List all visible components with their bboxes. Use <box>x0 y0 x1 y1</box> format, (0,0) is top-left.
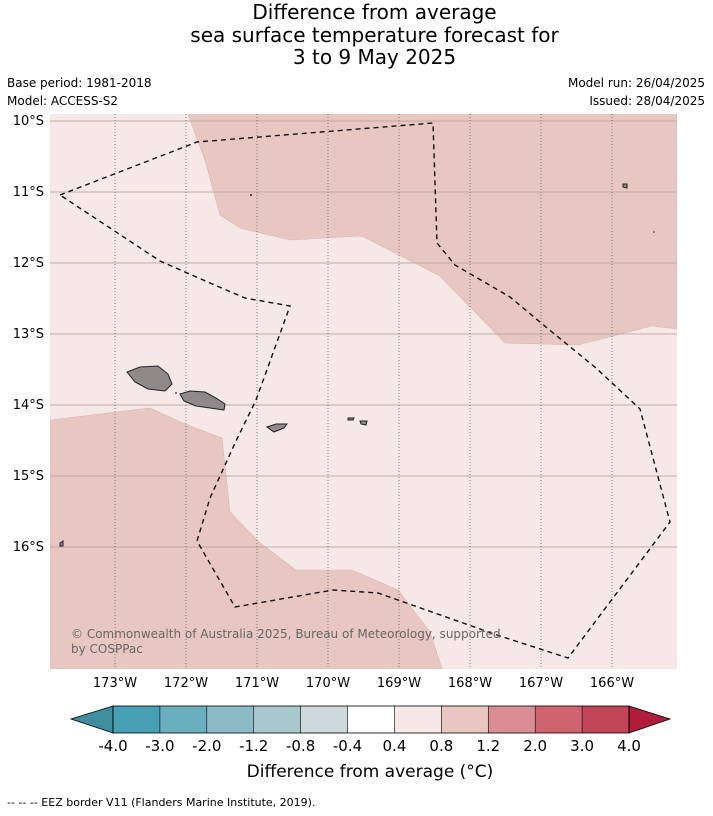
map-title: Difference from average sea surface temp… <box>0 1 713 69</box>
colorbar-ticks <box>112 706 630 733</box>
colorbar-segment <box>300 706 349 733</box>
lon-label-169w: 169°W <box>377 676 421 691</box>
small-islets <box>175 194 655 394</box>
lon-label-171w: 171°W <box>235 676 279 691</box>
colorbar-segment <box>159 706 208 733</box>
anomaly-region-southwest <box>50 407 443 669</box>
lat-label-16s: 16°S <box>13 540 44 555</box>
issued-text: Issued: 28/04/2025 <box>589 94 705 108</box>
island-tutuila <box>265 423 288 433</box>
base-period-text: Base period: 1981-2018 <box>7 76 152 90</box>
colorbar-segment <box>535 706 583 733</box>
meta-left: Base period: 1981-2018 Model: ACCESS-S2 <box>7 74 152 110</box>
lon-label-173w: 173°W <box>93 676 137 691</box>
colorbar-tick-label: 1.2 <box>476 737 500 755</box>
lat-label-13s: 13°S <box>13 327 44 342</box>
colorbar-segment <box>441 706 489 733</box>
colorbar-tick-label: -3.0 <box>145 737 174 755</box>
islet-dot <box>250 194 252 196</box>
lon-label-170w: 170°W <box>306 676 350 691</box>
model-run-text: Model run: 26/04/2025 <box>567 76 705 90</box>
colorbar-tick-label: -1.2 <box>239 737 268 755</box>
eez-borders <box>59 122 671 659</box>
credit-line-2: by COSPPac <box>71 642 143 656</box>
colorbar-segment <box>394 706 442 733</box>
colorbar-tick-label: -4.0 <box>98 737 127 755</box>
lon-label-172w: 172°W <box>164 676 208 691</box>
latitude-labels: 10°S 11°S 12°S 13°S 14°S 15°S 16°S <box>13 114 44 555</box>
lat-label-10s: 10°S <box>13 114 44 129</box>
latitude-gridlines <box>50 120 677 548</box>
colorbar-segment <box>206 706 255 733</box>
colorbar-segment <box>113 706 161 733</box>
island-savaii <box>126 365 173 392</box>
island-ofu <box>347 417 355 421</box>
colorbar-tick-label: 3.0 <box>570 737 594 755</box>
eez-legend-text: -- -- -- EEZ border V11 (Flanders Marine… <box>7 796 316 809</box>
colorbar-tick-label: 0.8 <box>429 737 453 755</box>
title-line-2: sea surface temperature forecast for <box>190 22 559 47</box>
eez-border-line <box>59 122 671 659</box>
island-swains <box>622 183 628 189</box>
lat-label-15s: 15°S <box>13 469 44 484</box>
map-area: © Commonwealth of Australia 2025, Bureau… <box>50 114 677 669</box>
longitude-gridlines <box>114 114 613 669</box>
colorbar-segment <box>253 706 302 733</box>
anomaly-region-northeast <box>187 114 677 346</box>
island-tau <box>359 420 368 426</box>
island-upolu <box>179 390 226 411</box>
islet-dot <box>653 231 655 233</box>
islet-dot <box>175 392 177 394</box>
colorbar-right-arrow <box>628 705 672 734</box>
colorbar-tick-labels: -4.0 -3.0 -2.0 -1.2 -0.8 -0.4 0.4 0.8 1.2 2.0 3.0 4… <box>98 737 641 755</box>
colorbar: -4.0 -3.0 -2.0 -1.2 -0.8 -0.4 0.4 0.8 1.2 2.0 3.0 4… <box>69 705 672 755</box>
colorbar-title: Difference from average (°C) <box>246 762 494 782</box>
colorbar-segment <box>582 706 630 733</box>
colorbar-tick-label: 0.4 <box>383 737 407 755</box>
colorbar-tick-label: -0.8 <box>286 737 315 755</box>
lon-label-166w: 166°W <box>590 676 634 691</box>
lon-label-167w: 167°W <box>519 676 563 691</box>
lat-label-14s: 14°S <box>13 398 44 413</box>
land-samoa-islands <box>59 183 628 547</box>
colorbar-tick-label: -0.4 <box>333 737 362 755</box>
island-sw-islet <box>59 540 64 547</box>
colorbar-tick-label: 4.0 <box>617 737 641 755</box>
longitude-labels: 173°W 172°W 171°W 170°W 169°W 168°W 167°… <box>93 676 634 691</box>
colorbar-tick-label: 2.0 <box>523 737 547 755</box>
credit-line-1: © Commonwealth of Australia 2025, Bureau… <box>71 627 501 641</box>
title-line-1: Difference from average <box>252 0 497 24</box>
lat-label-11s: 11°S <box>13 185 44 200</box>
colorbar-segment <box>488 706 536 733</box>
colorbar-tick-label: -2.0 <box>192 737 221 755</box>
colorbar-left-arrow <box>69 705 114 734</box>
lat-label-12s: 12°S <box>13 256 44 271</box>
colorbar-segments <box>113 706 630 733</box>
colorbar-segment <box>347 706 395 733</box>
meta-right: Model run: 26/04/2025 Issued: 28/04/2025 <box>568 74 705 110</box>
lon-label-168w: 168°W <box>448 676 492 691</box>
title-line-3: 3 to 9 May 2025 <box>292 45 457 69</box>
model-text: Model: ACCESS-S2 <box>7 94 119 108</box>
